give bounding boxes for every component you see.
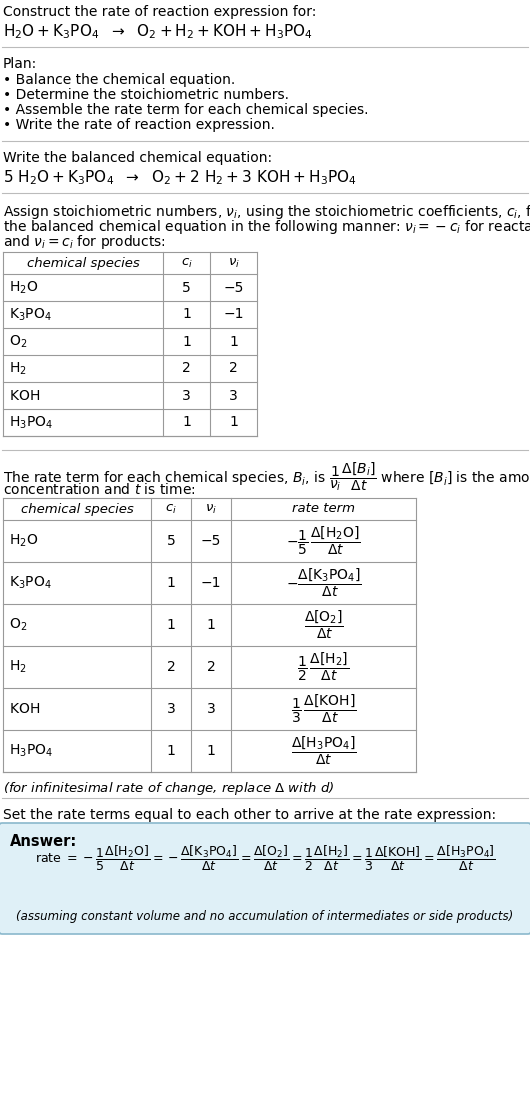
Text: 1: 1 bbox=[182, 416, 191, 429]
Text: $\mathrm{H_2}$: $\mathrm{H_2}$ bbox=[9, 360, 27, 377]
Text: 1: 1 bbox=[182, 335, 191, 348]
Text: 1: 1 bbox=[166, 744, 175, 758]
Text: $\mathrm{KOH}$: $\mathrm{KOH}$ bbox=[9, 388, 40, 403]
Text: $\dfrac{1}{2}\,\dfrac{\Delta[\mathrm{H_2}]}{\Delta t}$: $\dfrac{1}{2}\,\dfrac{\Delta[\mathrm{H_2… bbox=[297, 651, 350, 683]
Text: rate $= -\dfrac{1}{5}\dfrac{\Delta[\mathrm{H_2O}]}{\Delta t} = -\dfrac{\Delta[\m: rate $= -\dfrac{1}{5}\dfrac{\Delta[\math… bbox=[34, 844, 496, 873]
Text: $\mathrm{H_2}$: $\mathrm{H_2}$ bbox=[9, 658, 27, 675]
Text: 1: 1 bbox=[166, 576, 175, 590]
Text: $\dfrac{\Delta[\mathrm{O_2}]}{\Delta t}$: $\dfrac{\Delta[\mathrm{O_2}]}{\Delta t}$ bbox=[304, 609, 343, 642]
Text: chemical species: chemical species bbox=[26, 257, 139, 269]
Text: $\dfrac{\Delta[\mathrm{H_3PO_4}]}{\Delta t}$: $\dfrac{\Delta[\mathrm{H_3PO_4}]}{\Delta… bbox=[291, 735, 356, 767]
Text: $\nu_i$: $\nu_i$ bbox=[205, 503, 217, 516]
Text: Write the balanced chemical equation:: Write the balanced chemical equation: bbox=[3, 151, 272, 165]
Text: −1: −1 bbox=[201, 576, 221, 590]
Text: 1: 1 bbox=[207, 744, 215, 758]
Text: Set the rate terms equal to each other to arrive at the rate expression:: Set the rate terms equal to each other t… bbox=[3, 808, 496, 822]
Text: 3: 3 bbox=[166, 702, 175, 716]
Text: 3: 3 bbox=[207, 702, 215, 716]
Text: 1: 1 bbox=[166, 618, 175, 632]
Text: Plan:: Plan: bbox=[3, 57, 37, 71]
Text: 3: 3 bbox=[182, 388, 191, 403]
Text: $-\dfrac{1}{5}\,\dfrac{\Delta[\mathrm{H_2O}]}{\Delta t}$: $-\dfrac{1}{5}\,\dfrac{\Delta[\mathrm{H_… bbox=[286, 525, 361, 557]
Text: $c_i$: $c_i$ bbox=[181, 257, 192, 269]
Text: 1: 1 bbox=[207, 618, 215, 632]
Text: $\mathrm{H_3PO_4}$: $\mathrm{H_3PO_4}$ bbox=[9, 743, 53, 759]
Text: Assign stoichiometric numbers, $\nu_i$, using the stoichiometric coefficients, $: Assign stoichiometric numbers, $\nu_i$, … bbox=[3, 203, 530, 221]
Text: 2: 2 bbox=[182, 361, 191, 376]
Text: $\nu_i$: $\nu_i$ bbox=[227, 257, 240, 269]
Text: $\mathrm{H_2O}$: $\mathrm{H_2O}$ bbox=[9, 533, 38, 549]
Text: 5: 5 bbox=[166, 534, 175, 548]
Text: 2: 2 bbox=[229, 361, 238, 376]
Text: $\mathrm{H_2O + K_3PO_4}$  $\rightarrow$  $\mathrm{O_2 + H_2 + KOH + H_3PO_4}$: $\mathrm{H_2O + K_3PO_4}$ $\rightarrow$ … bbox=[3, 22, 313, 41]
Text: $\mathrm{K_3PO_4}$: $\mathrm{K_3PO_4}$ bbox=[9, 575, 52, 592]
Text: • Assemble the rate term for each chemical species.: • Assemble the rate term for each chemic… bbox=[3, 103, 368, 117]
Text: −1: −1 bbox=[223, 308, 244, 321]
Text: and $\nu_i = c_i$ for products:: and $\nu_i = c_i$ for products: bbox=[3, 234, 166, 251]
Text: the balanced chemical equation in the following manner: $\nu_i = -c_i$ for react: the balanced chemical equation in the fo… bbox=[3, 218, 530, 236]
Text: $\mathrm{H_3PO_4}$: $\mathrm{H_3PO_4}$ bbox=[9, 415, 53, 430]
Text: $-\dfrac{\Delta[\mathrm{K_3PO_4}]}{\Delta t}$: $-\dfrac{\Delta[\mathrm{K_3PO_4}]}{\Delt… bbox=[286, 567, 361, 599]
Text: 2: 2 bbox=[207, 661, 215, 674]
Text: $\mathrm{KOH}$: $\mathrm{KOH}$ bbox=[9, 702, 40, 716]
Text: chemical species: chemical species bbox=[21, 503, 134, 516]
Text: $\dfrac{1}{3}\,\dfrac{\Delta[\mathrm{KOH}]}{\Delta t}$: $\dfrac{1}{3}\,\dfrac{\Delta[\mathrm{KOH… bbox=[291, 693, 356, 725]
Text: • Write the rate of reaction expression.: • Write the rate of reaction expression. bbox=[3, 118, 275, 132]
Text: $\mathrm{5\ H_2O + K_3PO_4}$  $\rightarrow$  $\mathrm{O_2 + 2\ H_2 + 3\ KOH + H_: $\mathrm{5\ H_2O + K_3PO_4}$ $\rightarro… bbox=[3, 168, 357, 187]
Text: $\mathrm{K_3PO_4}$: $\mathrm{K_3PO_4}$ bbox=[9, 306, 52, 322]
Text: $\mathrm{O_2}$: $\mathrm{O_2}$ bbox=[9, 617, 27, 633]
Text: 3: 3 bbox=[229, 388, 238, 403]
Text: (assuming constant volume and no accumulation of intermediates or side products): (assuming constant volume and no accumul… bbox=[16, 910, 514, 923]
Text: $c_i$: $c_i$ bbox=[165, 503, 177, 516]
FancyBboxPatch shape bbox=[0, 823, 530, 934]
Text: (for infinitesimal rate of change, replace $\Delta$ with $d$): (for infinitesimal rate of change, repla… bbox=[3, 780, 334, 797]
Text: • Balance the chemical equation.: • Balance the chemical equation. bbox=[3, 73, 235, 87]
Text: Construct the rate of reaction expression for:: Construct the rate of reaction expressio… bbox=[3, 4, 316, 19]
Text: The rate term for each chemical species, $B_i$, is $\dfrac{1}{\nu_i}\dfrac{\Delt: The rate term for each chemical species,… bbox=[3, 460, 530, 493]
Text: $\mathrm{O_2}$: $\mathrm{O_2}$ bbox=[9, 334, 27, 349]
Text: $\mathrm{H_2O}$: $\mathrm{H_2O}$ bbox=[9, 279, 38, 296]
Text: 2: 2 bbox=[166, 661, 175, 674]
Text: 5: 5 bbox=[182, 280, 191, 295]
Text: 1: 1 bbox=[229, 416, 238, 429]
Text: • Determine the stoichiometric numbers.: • Determine the stoichiometric numbers. bbox=[3, 88, 289, 102]
Text: concentration and $t$ is time:: concentration and $t$ is time: bbox=[3, 481, 196, 497]
Text: 1: 1 bbox=[229, 335, 238, 348]
Text: −5: −5 bbox=[201, 534, 221, 548]
Text: Answer:: Answer: bbox=[10, 834, 77, 848]
Text: −5: −5 bbox=[223, 280, 244, 295]
Text: 1: 1 bbox=[182, 308, 191, 321]
Text: rate term: rate term bbox=[292, 503, 355, 516]
